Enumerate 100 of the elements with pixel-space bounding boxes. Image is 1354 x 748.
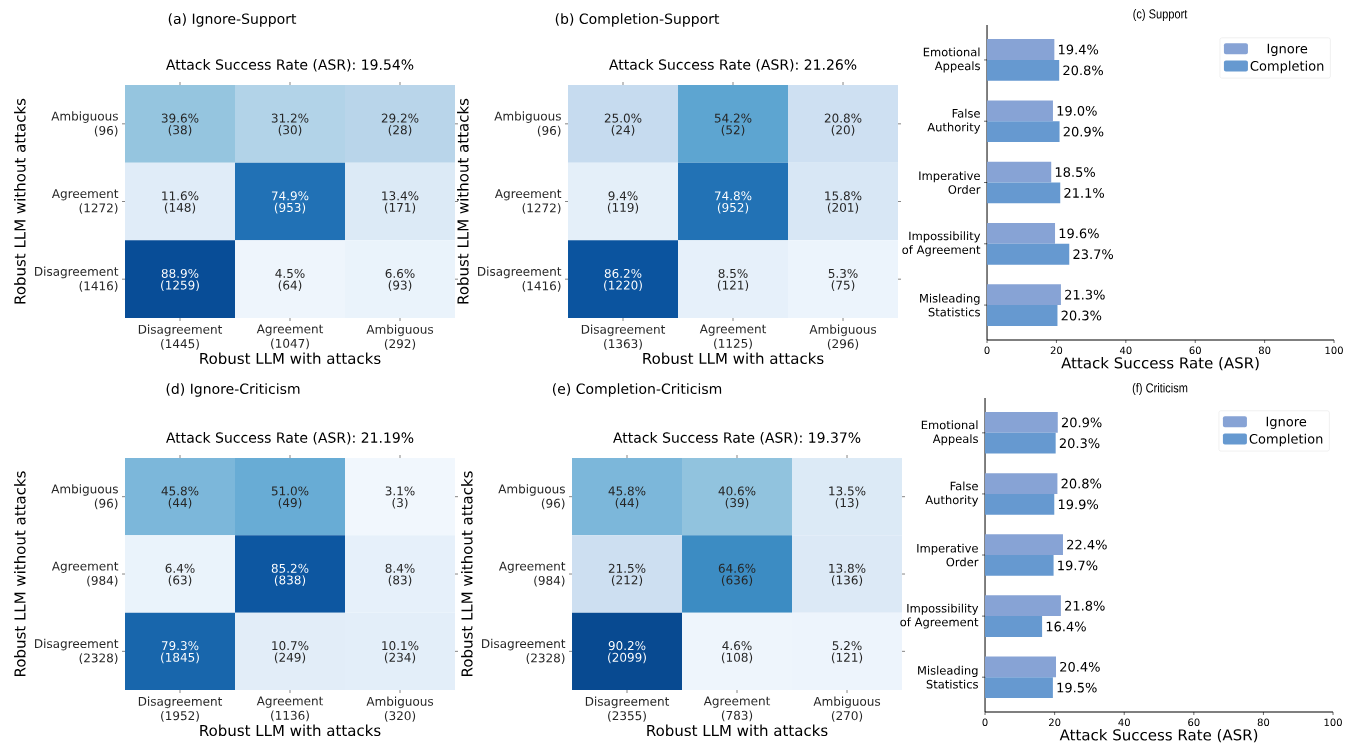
bar — [987, 243, 1070, 265]
data-label: 15.8% — [825, 191, 862, 201]
data-label: 20.3% — [1059, 438, 1100, 449]
annotation: (1220) — [604, 280, 642, 292]
y-tick-label: Misleading Statistics — [918, 665, 978, 689]
data-label: 10.7% — [272, 641, 309, 651]
x-axis-title: Robust LLM with attacks — [647, 724, 828, 737]
x-tick-label: 20 — [1050, 346, 1063, 355]
x-axis-title: Robust LLM with attacks — [643, 352, 824, 365]
annotation: (93) — [388, 280, 412, 292]
data-label: 74.8% — [714, 191, 752, 201]
data-label: 19.0% — [1057, 105, 1097, 116]
data-label: 39.6% — [161, 113, 199, 123]
chart-subtitle: Attack Success Rate (ASR): 19.37% — [613, 432, 861, 445]
y-tick-label: Ambiguous (96) — [498, 484, 565, 510]
y-tick-label: Agreement (1272) — [494, 189, 562, 214]
annotation: (234) — [384, 652, 416, 664]
chart-title: (c) Support — [1133, 8, 1188, 22]
x-tick-label: Ambiguous (296) — [809, 324, 877, 350]
data-label: 45.8% — [161, 486, 199, 496]
x-tick-label: Disagreement (2355) — [585, 696, 670, 722]
data-label: 13.5% — [829, 486, 866, 496]
data-label: 16.4% — [1046, 621, 1086, 632]
data-label: 31.2% — [271, 113, 309, 123]
annotation: (13) — [835, 497, 859, 509]
data-label: 8.5% — [718, 268, 748, 278]
bar — [987, 284, 1061, 306]
annotation: (121) — [717, 280, 749, 292]
data-label: 64.6% — [718, 563, 756, 573]
x-tick-label: Disagreement (1952) — [138, 696, 223, 722]
chart-title: (a) Ignore-Support — [168, 13, 297, 27]
x-tick-label: 20 — [1049, 718, 1061, 727]
y-tick-label: Imperative Order — [917, 543, 979, 567]
chart-title: (b) Completion-Support — [555, 13, 720, 27]
data-label: 18.5% — [1055, 167, 1095, 178]
y-tick-label: Ambiguous (96) — [51, 111, 118, 137]
annotation: (1845) — [161, 652, 199, 664]
y-tick-label: Ambiguous (96) — [494, 111, 561, 137]
data-label: 5.3% — [828, 268, 858, 278]
annotation: (952) — [717, 202, 749, 214]
bar — [987, 100, 1053, 122]
data-label: 11.6% — [162, 191, 199, 201]
y-tick-label: Emotional Appeals — [923, 47, 980, 73]
x-tick-label: Agreement (783) — [703, 696, 771, 722]
annotation: (249) — [274, 652, 306, 664]
data-label: 40.6% — [718, 486, 756, 496]
y-tick-label: Disagreement (1416) — [478, 266, 562, 292]
data-label: 6.6% — [385, 268, 415, 278]
data-label: 45.8% — [608, 486, 646, 496]
annotation: (121) — [831, 652, 863, 664]
data-label: 20.8% — [1063, 65, 1103, 76]
data-label: 21.1% — [1064, 188, 1105, 198]
annotation: (52) — [721, 125, 745, 136]
x-tick-label: 100 — [1324, 718, 1342, 727]
data-label: 85.2% — [271, 563, 309, 573]
data-label: 23.7% — [1073, 249, 1114, 260]
y-tick-label: Agreement (1272) — [51, 189, 119, 214]
annotation: (38) — [168, 125, 192, 136]
data-label: 88.9% — [161, 268, 199, 278]
y-tick-label: Disagreement (2328) — [35, 638, 119, 664]
annotation: (838) — [274, 575, 306, 586]
data-label: 6.4% — [165, 563, 195, 573]
annotation: (119) — [607, 202, 639, 214]
x-tick-label: Disagreement (1445) — [138, 324, 223, 350]
annotation: (212) — [611, 575, 643, 586]
bar — [987, 222, 1056, 244]
data-label: 86.2% — [604, 268, 642, 278]
data-label: 20.9% — [1063, 126, 1104, 137]
data-label: 19.7% — [1058, 560, 1098, 571]
annotation: (1259) — [161, 280, 199, 292]
annotation: (20) — [831, 125, 855, 136]
data-label: 21.3% — [1065, 289, 1105, 300]
x-tick-label: 80 — [1258, 346, 1271, 355]
annotation: (953) — [274, 202, 306, 214]
y-tick-label: Agreement (984) — [498, 561, 566, 587]
annotation: (136) — [831, 575, 863, 586]
annotation: (30) — [278, 125, 302, 136]
chart-subtitle: Attack Success Rate (ASR): 19.54% — [166, 59, 414, 72]
x-tick-label: 60 — [1189, 346, 1201, 355]
data-label: 9.4% — [608, 191, 638, 201]
y-tick-label: Agreement (984) — [51, 561, 119, 587]
data-label: 25.0% — [604, 113, 642, 123]
annotation: (108) — [721, 652, 753, 664]
annotation: (64) — [278, 280, 302, 292]
annotation: (63) — [168, 575, 192, 586]
annotation: (24) — [611, 125, 635, 136]
bar — [987, 59, 1060, 81]
x-tick-label: 40 — [1119, 346, 1132, 355]
data-label: 19.5% — [1057, 682, 1097, 693]
bar — [987, 39, 1055, 60]
x-tick-label: 80 — [1257, 718, 1270, 727]
y-tick-label: Emotional Appeals — [921, 420, 978, 446]
data-label: 20.4% — [1060, 661, 1100, 672]
data-label: 21.8% — [1065, 600, 1105, 611]
annotation: (49) — [278, 497, 302, 509]
data-label: 13.8% — [829, 563, 866, 573]
x-tick-label: Ambiguous (270) — [813, 696, 881, 722]
legend-label: Ignore — [1266, 416, 1307, 429]
y-tick-label: Impossibility of Agreement — [902, 231, 981, 257]
x-tick-label: Agreement (1047) — [256, 324, 324, 350]
